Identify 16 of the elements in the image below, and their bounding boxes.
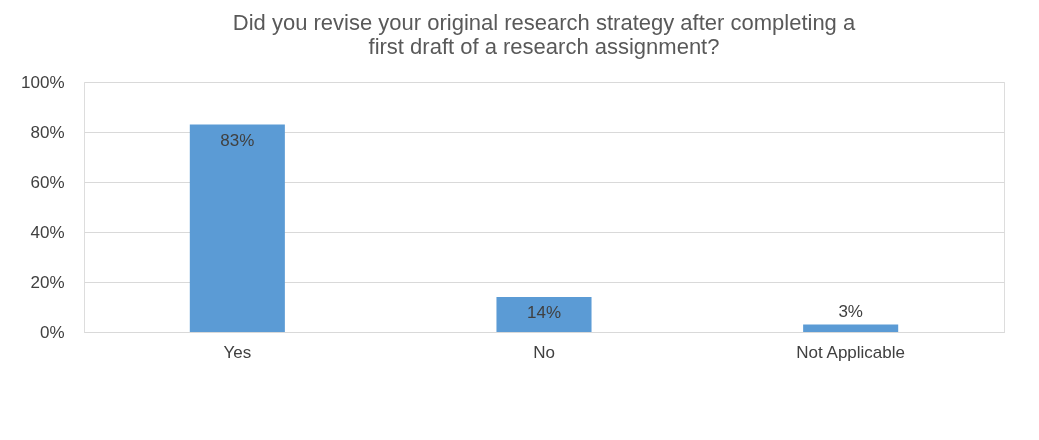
y-tick-label: 80%: [30, 122, 65, 142]
bar: [496, 297, 592, 332]
bar: [803, 324, 899, 332]
bar: [189, 124, 285, 332]
chart-title: Did you revise your original research strategy after completing a first draft of a research assignment?: [232, 10, 856, 59]
data-label: 83%: [220, 130, 255, 150]
y-tick-label: 60%: [30, 172, 65, 192]
data-label: 14%: [526, 303, 562, 322]
x-tick-label: Not Applicable: [796, 342, 906, 362]
y-tick-label: 40%: [30, 222, 65, 242]
y-tick-label: 0%: [39, 322, 65, 342]
y-tick-label: 20%: [30, 272, 65, 292]
x-tick-label: No: [533, 342, 555, 362]
x-tick-label: Yes: [223, 342, 252, 362]
y-tick-label: 100%: [21, 72, 65, 92]
data-label: 3%: [838, 301, 863, 321]
